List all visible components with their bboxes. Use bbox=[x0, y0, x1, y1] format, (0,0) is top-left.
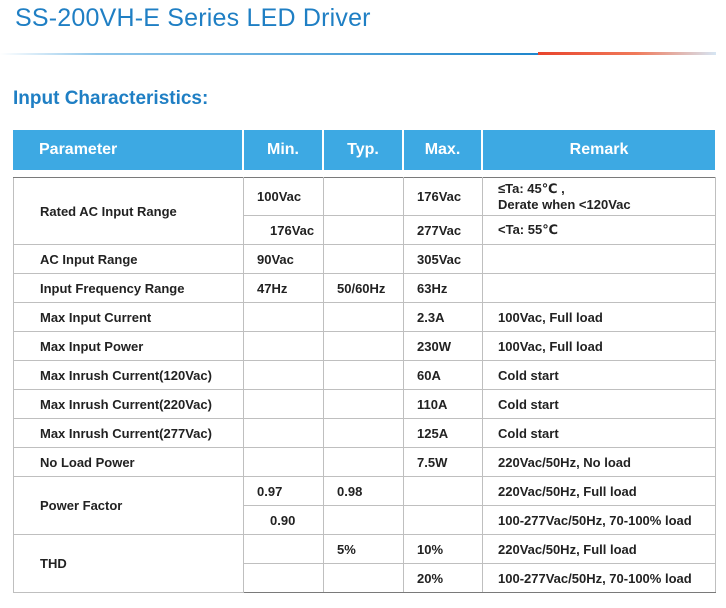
remark-cell: 100-277Vac/50Hz, 70-100% load bbox=[482, 563, 716, 593]
table-row: Input Frequency Range 47Hz 50/60Hz 63Hz bbox=[13, 273, 716, 303]
table-row: Power Factor 0.97 0.98 220Vac/50Hz, Full… bbox=[13, 476, 716, 535]
max-cell bbox=[403, 505, 483, 535]
max-cell: 125A bbox=[403, 418, 483, 448]
typ-cell bbox=[323, 331, 404, 361]
min-cell: 100Vac bbox=[243, 177, 324, 216]
remark-cell: Cold start bbox=[482, 418, 716, 448]
header-typ: Typ. bbox=[322, 130, 403, 170]
typ-cell bbox=[323, 505, 404, 535]
max-cell: 230W bbox=[403, 331, 483, 361]
table-row: No Load Power 7.5W 220Vac/50Hz, No load bbox=[13, 447, 716, 477]
max-cell: 10% bbox=[403, 534, 483, 564]
param-cell: Max Input Power bbox=[13, 331, 244, 361]
min-cell bbox=[243, 389, 324, 419]
typ-cell: 5% bbox=[323, 534, 404, 564]
max-cell: 176Vac bbox=[403, 177, 483, 216]
min-cell bbox=[243, 418, 324, 448]
typ-cell bbox=[323, 177, 404, 216]
typ-cell bbox=[323, 302, 404, 332]
remark-cell: 100-277Vac/50Hz, 70-100% load bbox=[482, 505, 716, 535]
remark-line: ≤Ta: 45℃ , bbox=[498, 180, 565, 196]
min-cell: 47Hz bbox=[243, 273, 324, 303]
min-cell bbox=[243, 447, 324, 477]
header-remark: Remark bbox=[481, 130, 715, 170]
typ-cell bbox=[323, 215, 404, 245]
param-cell: Max Input Current bbox=[13, 302, 244, 332]
remark-cell: 100Vac, Full load bbox=[482, 331, 716, 361]
min-cell bbox=[243, 360, 324, 390]
max-cell: 63Hz bbox=[403, 273, 483, 303]
min-cell bbox=[243, 302, 324, 332]
table-row: Max Inrush Current(277Vac) 125A Cold sta… bbox=[13, 418, 716, 448]
min-cell bbox=[243, 331, 324, 361]
spec-table: Rated AC Input Range 100Vac 176Vac ≤Ta: … bbox=[13, 177, 716, 593]
param-cell: Max Inrush Current(277Vac) bbox=[13, 418, 244, 448]
title-underline-blue bbox=[0, 53, 538, 55]
min-cell bbox=[243, 563, 324, 593]
table-row: Max Input Current 2.3A 100Vac, Full load bbox=[13, 302, 716, 332]
table-row: 20% 100-277Vac/50Hz, 70-100% load bbox=[14, 563, 716, 593]
table-row: THD 5% 10% 220Vac/50Hz, Full load bbox=[13, 534, 716, 593]
typ-cell bbox=[323, 418, 404, 448]
typ-cell bbox=[323, 244, 404, 274]
remark-cell: 220Vac/50Hz, No load bbox=[482, 447, 716, 477]
section-title: Input Characteristics: bbox=[13, 88, 209, 109]
remark-line: Derate when <120Vac bbox=[498, 196, 631, 212]
table-row: Max Inrush Current(220Vac) 110A Cold sta… bbox=[13, 389, 716, 419]
typ-cell: 0.98 bbox=[323, 476, 404, 506]
param-cell: Input Frequency Range bbox=[13, 273, 244, 303]
max-cell: 60A bbox=[403, 360, 483, 390]
header-min: Min. bbox=[242, 130, 323, 170]
table-row: Max Input Power 230W 100Vac, Full load bbox=[13, 331, 716, 361]
param-cell: Max Inrush Current(120Vac) bbox=[13, 360, 244, 390]
typ-cell bbox=[323, 563, 404, 593]
remark-cell: 100Vac, Full load bbox=[482, 302, 716, 332]
table-row: AC Input Range 90Vac 305Vac bbox=[13, 244, 716, 274]
header-row: Parameter Min. Typ. Max. Remark bbox=[13, 130, 715, 170]
max-cell bbox=[403, 476, 483, 506]
param-cell: THD bbox=[13, 534, 244, 593]
min-cell: 0.97 bbox=[243, 476, 324, 506]
document-title: SS-200VH-E Series LED Driver bbox=[15, 4, 371, 32]
typ-cell bbox=[323, 389, 404, 419]
title-underline-accent bbox=[538, 52, 716, 55]
max-cell: 277Vac bbox=[403, 215, 483, 245]
max-cell: 2.3A bbox=[403, 302, 483, 332]
typ-cell: 50/60Hz bbox=[323, 273, 404, 303]
max-cell: 110A bbox=[403, 389, 483, 419]
remark-cell: <Ta: 55℃ bbox=[482, 215, 716, 245]
typ-cell bbox=[323, 447, 404, 477]
min-cell: 0.90 bbox=[243, 505, 324, 535]
remark-cell: Cold start bbox=[482, 360, 716, 390]
typ-cell bbox=[323, 360, 404, 390]
max-cell: 305Vac bbox=[403, 244, 483, 274]
param-cell: Power Factor bbox=[13, 476, 244, 535]
remark-cell: ≤Ta: 45℃ , Derate when <120Vac bbox=[482, 177, 716, 216]
param-cell: Rated AC Input Range bbox=[13, 177, 244, 245]
table-row: Max Inrush Current(120Vac) 60A Cold star… bbox=[13, 360, 716, 390]
header-max: Max. bbox=[402, 130, 482, 170]
header-parameter: Parameter bbox=[13, 130, 243, 170]
param-cell: No Load Power bbox=[13, 447, 244, 477]
remark-cell: Cold start bbox=[482, 389, 716, 419]
param-cell: AC Input Range bbox=[13, 244, 244, 274]
remark-cell bbox=[482, 273, 716, 303]
min-cell: 176Vac bbox=[243, 215, 324, 245]
max-cell: 20% bbox=[403, 563, 483, 593]
remark-cell bbox=[482, 244, 716, 274]
spec-table-header: Parameter Min. Typ. Max. Remark bbox=[13, 130, 715, 170]
min-cell: 90Vac bbox=[243, 244, 324, 274]
max-cell: 7.5W bbox=[403, 447, 483, 477]
param-cell: Max Inrush Current(220Vac) bbox=[13, 389, 244, 419]
remark-cell: 220Vac/50Hz, Full load bbox=[482, 476, 716, 506]
table-row: Rated AC Input Range 100Vac 176Vac ≤Ta: … bbox=[13, 177, 716, 245]
min-cell bbox=[243, 534, 324, 564]
remark-cell: 220Vac/50Hz, Full load bbox=[482, 534, 716, 564]
